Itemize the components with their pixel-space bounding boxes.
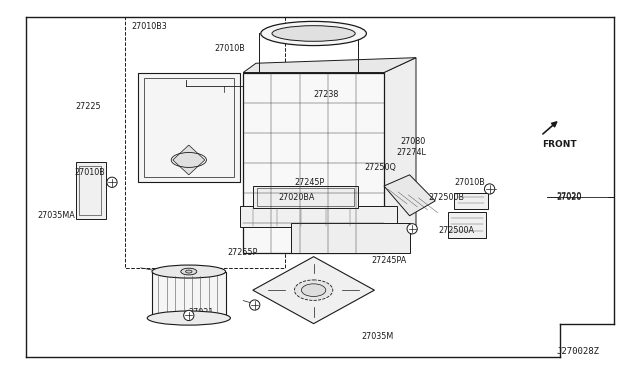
Bar <box>454 193 488 209</box>
Bar <box>240 206 397 227</box>
Ellipse shape <box>147 311 230 325</box>
Circle shape <box>250 300 260 310</box>
Text: 27255P: 27255P <box>227 248 257 257</box>
Text: 27225: 27225 <box>75 102 100 110</box>
Text: 27021: 27021 <box>189 308 214 317</box>
Polygon shape <box>253 257 374 324</box>
Polygon shape <box>152 272 225 318</box>
Text: J270028Z: J270028Z <box>557 347 600 356</box>
Ellipse shape <box>294 280 333 301</box>
Text: 27010B3: 27010B3 <box>131 22 167 31</box>
Text: 27020: 27020 <box>557 192 582 201</box>
Text: 27035MA: 27035MA <box>37 211 75 220</box>
Text: 27245P: 27245P <box>294 178 324 187</box>
Bar <box>144 78 234 177</box>
Circle shape <box>107 177 117 187</box>
Bar <box>253 186 358 208</box>
Text: 27250Q: 27250Q <box>365 163 397 172</box>
Text: 272500B: 272500B <box>429 193 465 202</box>
Text: 27020: 27020 <box>557 193 582 202</box>
Bar <box>257 188 354 206</box>
Text: FRONT: FRONT <box>542 140 577 148</box>
Circle shape <box>484 184 495 194</box>
Text: 27010B: 27010B <box>214 44 245 53</box>
Text: 27245PA: 27245PA <box>371 256 406 265</box>
Bar <box>138 73 240 182</box>
Bar <box>125 17 285 268</box>
Text: 27010B: 27010B <box>74 169 105 177</box>
Ellipse shape <box>152 265 226 278</box>
Text: 27010B: 27010B <box>454 178 485 187</box>
Ellipse shape <box>186 270 192 273</box>
Text: 27238: 27238 <box>314 90 339 99</box>
Text: 27080: 27080 <box>400 137 425 146</box>
Ellipse shape <box>261 21 366 45</box>
Ellipse shape <box>272 26 355 41</box>
Text: 27035M: 27035M <box>362 332 394 341</box>
Polygon shape <box>173 145 205 175</box>
Polygon shape <box>384 58 416 253</box>
Bar <box>76 162 106 219</box>
Ellipse shape <box>181 268 197 275</box>
Text: 272500A: 272500A <box>438 226 474 235</box>
Ellipse shape <box>301 284 326 296</box>
Bar <box>291 223 410 253</box>
Polygon shape <box>243 58 416 73</box>
Polygon shape <box>384 175 435 216</box>
Circle shape <box>407 224 417 234</box>
Text: 27274L: 27274L <box>397 148 427 157</box>
Circle shape <box>184 310 194 321</box>
Bar <box>448 212 486 238</box>
Bar <box>243 73 384 253</box>
Text: 27020BA: 27020BA <box>278 193 315 202</box>
Bar <box>79 166 101 215</box>
